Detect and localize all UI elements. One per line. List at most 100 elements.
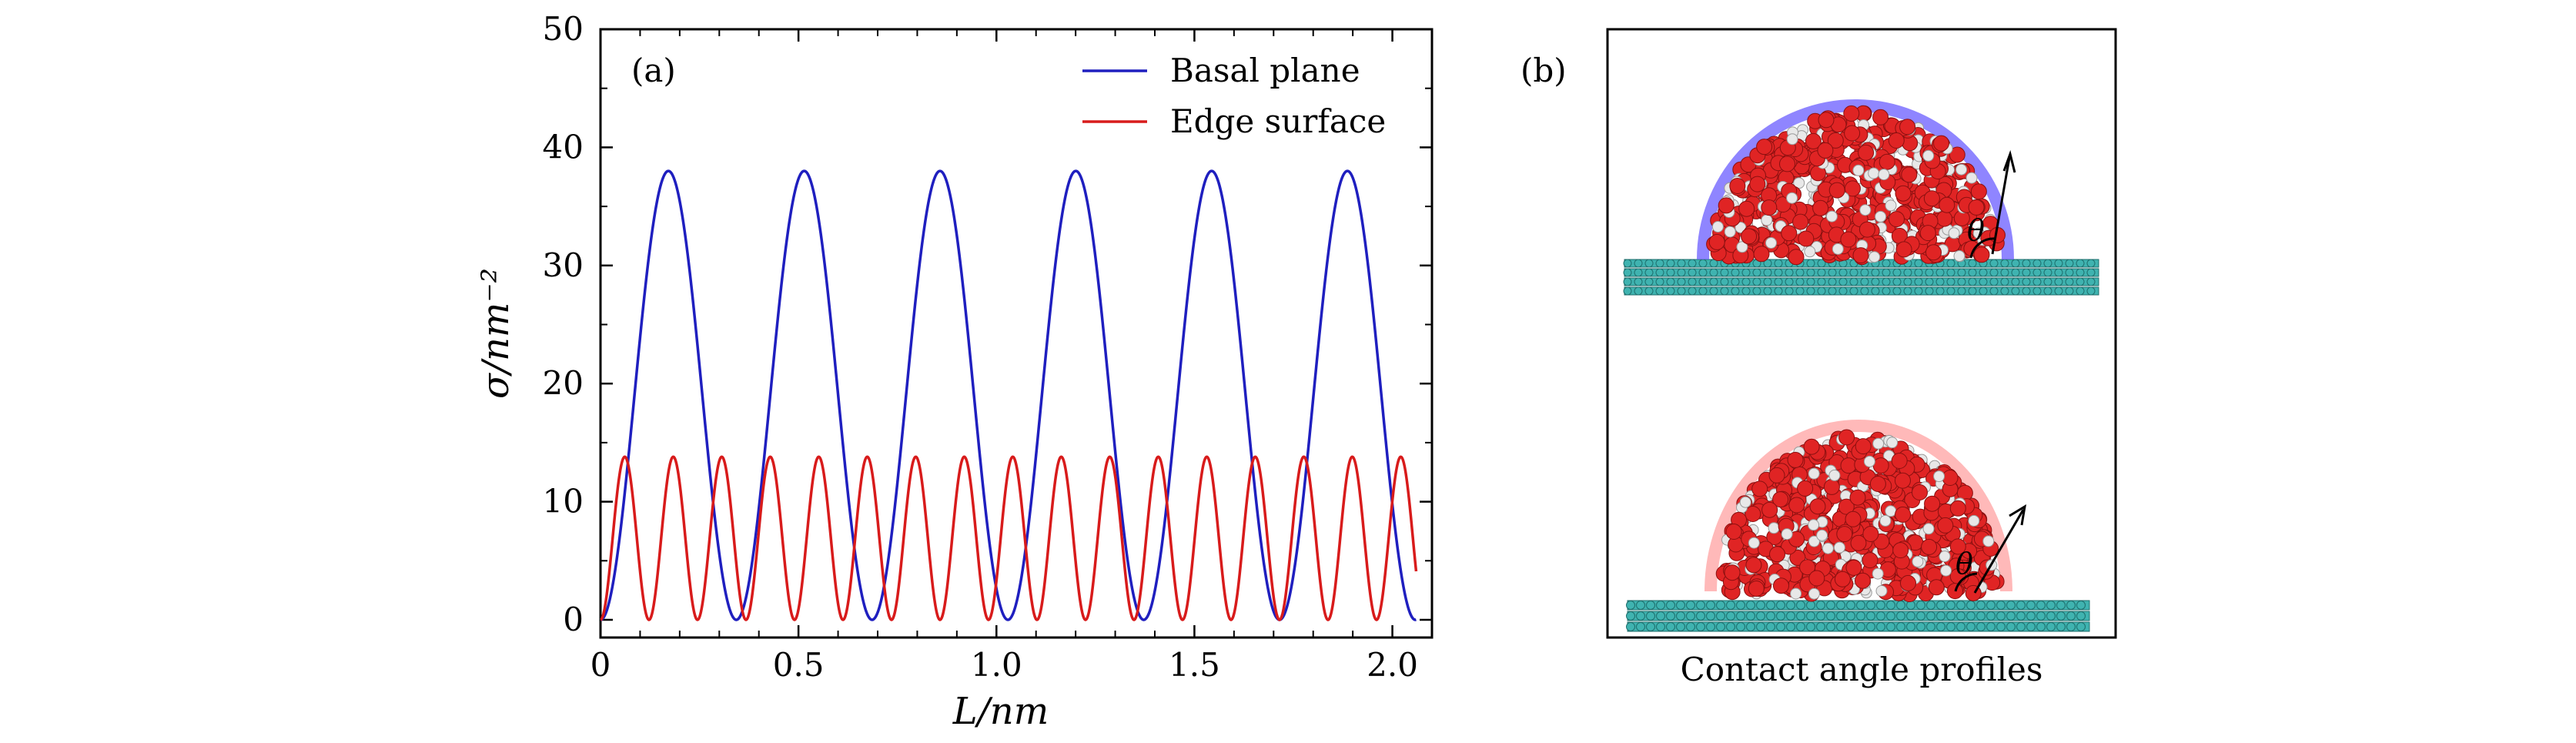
hydrogen-atom [1786,192,1798,204]
substrate-atom [2066,622,2076,631]
substrate-atom [2066,611,2076,621]
substrate-atom [2046,611,2056,621]
oxygen-atom [1869,476,1886,492]
oxygen-atom [1738,200,1755,217]
oxygen-atom [1788,249,1805,266]
substrate-atom [1946,277,1955,286]
substrate-atom [1698,277,1708,286]
substrate-atom [1636,601,1645,610]
substrate-atom [1926,622,1935,631]
substrate-atom [1935,286,1945,296]
substrate-atom [1716,601,1725,610]
oxygen-atom [1745,557,1762,574]
contact-angle-marker-basal: θ [1967,149,2016,259]
substrate-atom [1688,259,1697,268]
substrate-atom [1986,611,1996,621]
substrate-atom [1836,601,1845,610]
hydrogen-atom [1808,519,1820,531]
substrate-atom [1795,268,1805,277]
substrate-atom [1935,277,1945,286]
substrate-atom [1666,611,1675,621]
substrate-atom [1892,277,1902,286]
substrate-atom [1866,601,1875,610]
substrate-atom [2056,601,2066,610]
substrate-atom [1786,611,1795,621]
oxygen-atom [1872,109,1889,126]
substrate-atom [1666,622,1675,631]
substrate-atom [1677,259,1686,268]
substrate-atom [1876,611,1885,621]
substrate-atom [1706,611,1715,621]
substrate-atom [1736,622,1745,631]
substrate-atom [2011,259,2020,268]
panel-a-label: (a) [631,52,676,89]
substrate-atom [1795,277,1805,286]
substrate-atom [1806,259,1815,268]
substrate-atom [1957,277,1966,286]
substrate-atom [1774,259,1783,268]
oxygen-atom [1753,246,1770,263]
substrate-atom [1766,611,1775,621]
substrate-atom [1860,277,1869,286]
substrate-atom [2006,622,2016,631]
y-tick-label: 40 [543,128,584,166]
hydrogen-atom [1940,564,1952,577]
substrate-atom [1774,268,1783,277]
substrate-atom [1686,601,1695,610]
hydrogen-atom [1912,555,1924,567]
oxygen-atom [1936,210,1953,227]
substrate-atom [2011,277,2020,286]
hydrogen-atom [1816,529,1828,541]
hydrogen-atom [1808,587,1820,600]
substrate-atom [1989,268,1999,277]
y-tick-label: 0 [563,601,584,638]
substrate-atom [1655,259,1664,268]
hydrogen-atom [1922,149,1935,162]
hydrogen-atom [1953,250,1965,262]
substrate-atom [1766,601,1775,610]
substrate-atom [1776,611,1785,621]
substrate-atom [1946,622,1955,631]
legend: Basal plane Edge surface [1082,52,1386,140]
hydrogen-atom [1736,241,1748,253]
substrate-atom [1676,601,1685,610]
substrate-atom [2086,268,2096,277]
oxygen-atom [1817,142,1834,159]
hydrogen-atom [1863,455,1875,467]
oxygen-atom [1970,183,1987,200]
oxygen-atom [1836,526,1853,543]
substrate-atom [2056,611,2066,621]
substrate-atom [1709,277,1718,286]
substrate-atom [1623,277,1632,286]
substrate-atom [1906,611,1915,621]
oxygen-atom [1849,489,1866,506]
hydrogen-atom [1768,522,1780,534]
oxygen-atom [1852,247,1869,264]
substrate-atom [1816,601,1825,610]
oxygen-atom [1748,581,1765,597]
oxygen-atom [1809,498,1826,515]
substrate-atom [1741,277,1751,286]
oxygen-atom [1797,480,1814,497]
substrate-atom [1666,268,1675,277]
substrate-atom [1925,268,1934,277]
hydrogen-atom [1939,551,1951,563]
hydrogen-atom [1968,514,1980,527]
angle-arc [1954,572,1978,592]
substrate-atom [1763,268,1772,277]
substrate-atom [1838,277,1848,286]
substrate-atom [1785,286,1794,296]
plot-frame [599,28,1434,639]
substrate-atom [1914,259,1923,268]
hydrogen-atom [1825,210,1838,223]
substrate-atom [1656,611,1665,621]
hydrogen-atom [1804,246,1816,258]
substrate-atom [2056,622,2066,631]
substrate-atom [1916,611,1925,621]
oxygen-atom [1901,166,1918,183]
substrate-atom [2065,259,2074,268]
substrate-atom [1979,268,1988,277]
substrate-atom [1896,611,1905,621]
oxygen-atom [1895,241,1912,258]
substrate-atom [1979,286,1988,296]
